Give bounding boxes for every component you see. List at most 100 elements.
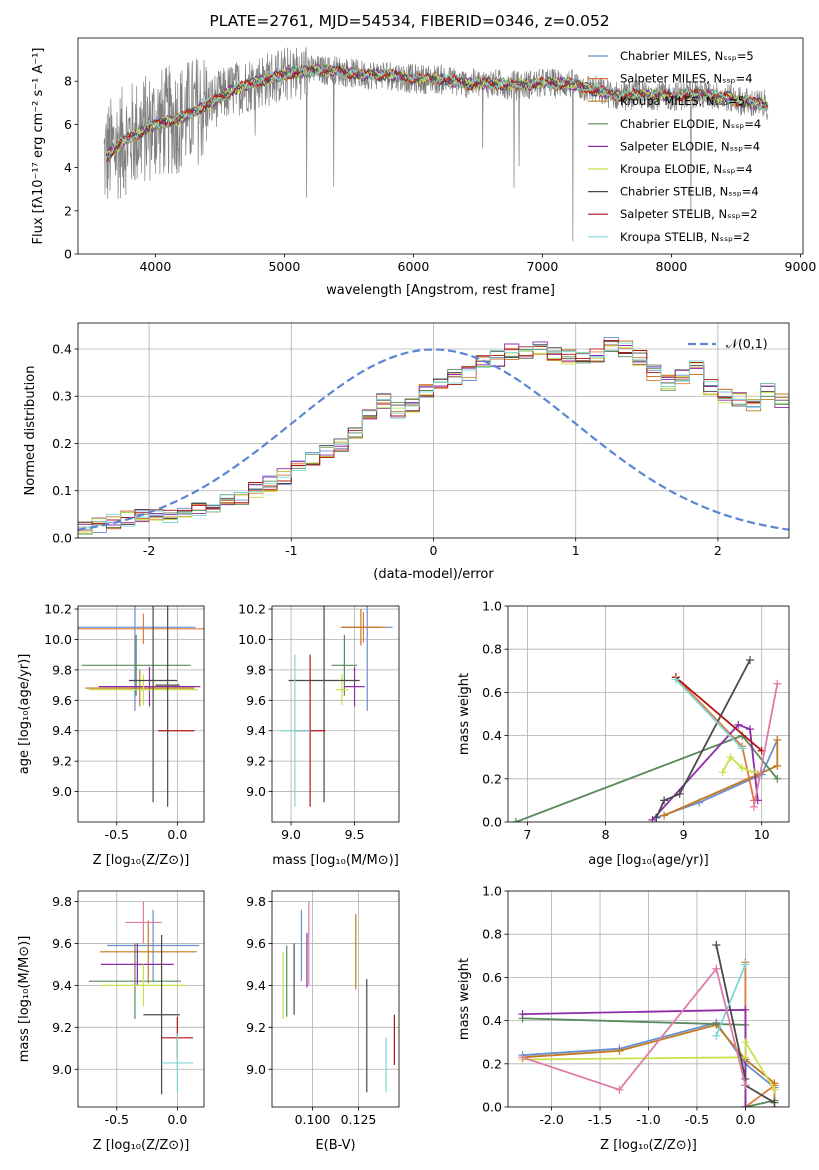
x-tick-label: 7000 — [527, 259, 559, 274]
weight_vs_age-plot-area — [508, 606, 789, 822]
weight-marker — [712, 1031, 721, 1040]
y-tick-label: 0.4 — [52, 341, 72, 356]
weight-marker — [741, 1103, 750, 1107]
y-tick-label: 9.6 — [52, 936, 72, 951]
x-tick-label: -0.5 — [685, 1112, 709, 1127]
y-tick-label: 0.6 — [482, 970, 502, 985]
mass_vs_ebv-frame — [271, 890, 400, 1108]
residuals-ylabel: Normed distribution — [23, 366, 38, 496]
weight-marker — [511, 818, 520, 822]
weight-marker — [745, 725, 754, 734]
weight-line — [522, 1039, 776, 1091]
weight-marker — [770, 1085, 779, 1094]
y-tick-label: 10.0 — [44, 632, 72, 647]
age_vs_Z-xlabel: Z [log₁₀(Z/Z⊙)] — [93, 853, 190, 868]
weight-line — [715, 964, 747, 1037]
mass_vs_Z-frame — [77, 890, 205, 1108]
histogram-chabrier-miles — [78, 336, 789, 534]
mass_vs_ebv-plot-area — [272, 891, 399, 1107]
legend-label: Kroupa ELODIE, Nₛₛₚ=4 — [620, 162, 753, 176]
weight-marker — [773, 761, 782, 770]
x-tick-label: 10 — [754, 827, 770, 842]
weight-line — [655, 659, 751, 819]
y-tick-label: 10.2 — [238, 602, 266, 617]
x-tick-label: 0.100 — [295, 1112, 331, 1127]
residuals-xlabel: (data-model)/error — [373, 567, 494, 582]
weight-line — [663, 739, 779, 817]
age_vs_mass-frame — [271, 605, 400, 823]
weight-marker — [660, 811, 669, 820]
mass_vs_ebv-xlabel: E(B-V) — [315, 1138, 355, 1153]
weight-marker — [738, 764, 747, 772]
weight-marker — [615, 1046, 624, 1055]
x-tick-label: 2 — [714, 543, 722, 558]
y-tick-label: 0.6 — [482, 685, 502, 700]
x-tick-label: 6000 — [398, 259, 430, 274]
spectrum-frame — [77, 37, 804, 255]
residuals-plot-area — [78, 323, 789, 538]
legend-label: Kroupa STELIB, Nₛₛₚ=2 — [620, 230, 750, 244]
weight-marker — [718, 768, 727, 777]
weight-marker — [518, 1053, 527, 1062]
x-tick-label: 0.0 — [167, 1112, 187, 1127]
y-tick-label: 6 — [64, 117, 72, 132]
y-tick-label: 9.6 — [246, 693, 266, 708]
weight-line — [721, 755, 755, 774]
age_vs_mass-plot-area — [272, 606, 399, 822]
weight-line — [753, 683, 779, 808]
weight_vs_age-ylabel: mass weight — [457, 673, 472, 755]
x-tick-label: 4000 — [139, 259, 171, 274]
legend-label: Salpeter STELIB, Nₛₛₚ=2 — [620, 207, 758, 221]
y-tick-label: 9.2 — [246, 1020, 266, 1035]
y-tick-label: 9.2 — [52, 1020, 72, 1035]
x-tick-label: -1.0 — [636, 1112, 660, 1127]
x-tick-label: 9000 — [785, 259, 817, 274]
legend-label: Chabrier STELIB, Nₛₛₚ=4 — [620, 185, 759, 199]
spectrum-xlabel: wavelength [Angstrom, rest frame] — [326, 283, 555, 298]
weight-marker — [773, 735, 782, 744]
y-tick-label: 9.4 — [52, 723, 72, 738]
y-tick-label: 0.8 — [482, 642, 502, 657]
mass_vs_Z-xlabel: Z [log₁₀(Z/Z⊙)] — [93, 1138, 190, 1153]
weight-marker — [518, 1010, 527, 1019]
x-tick-label: 0.0 — [167, 827, 187, 842]
y-tick-label: 9.4 — [52, 978, 72, 993]
weight_vs_Z-plot-area — [508, 891, 789, 1107]
weight_vs_Z-ylabel: mass weight — [457, 958, 472, 1040]
y-tick-label: 0.2 — [482, 771, 502, 786]
residuals-axes — [74, 322, 790, 542]
y-tick-label: 9.8 — [246, 662, 266, 677]
y-tick-label: 0.4 — [482, 1013, 502, 1028]
y-tick-label: 0.2 — [482, 1056, 502, 1071]
weight_vs_age-axes — [504, 605, 790, 826]
age_vs_Z-axes — [74, 605, 205, 826]
weight-marker — [712, 964, 721, 973]
histogram-salpeter-miles — [78, 346, 789, 530]
weight-marker — [741, 960, 750, 969]
x-tick-label: 9.0 — [281, 827, 301, 842]
y-tick-label: 0.0 — [52, 531, 72, 546]
histogram-salpeter-stelib — [78, 340, 789, 528]
mass_vs_Z-ylabel: mass [log₁₀(M/M⊙)] — [17, 936, 32, 1063]
weight-marker — [734, 720, 743, 729]
model-spectrum-kroupa-elodie — [106, 63, 769, 156]
x-tick-label: 0 — [430, 543, 438, 558]
spectrum-plot-area — [103, 47, 769, 242]
weight-line — [651, 723, 759, 821]
age_vs_mass-xlabel: mass [log₁₀(M/M⊙)] — [272, 853, 399, 868]
weight-line — [744, 962, 776, 1107]
x-tick-label: -0.5 — [105, 827, 129, 842]
legend-label: 𝒩(0,1) — [726, 336, 768, 351]
weight-marker — [773, 774, 782, 783]
age_vs_Z-plot-area — [78, 606, 204, 822]
weight-marker — [712, 941, 721, 949]
weight-line — [522, 966, 747, 1091]
mass_vs_ebv-axes — [268, 890, 400, 1111]
y-tick-label: 9.0 — [52, 1062, 72, 1077]
weight-marker — [773, 679, 782, 688]
spectrum-ylabel: Flux [fλ10⁻¹⁷ erg cm⁻² s⁻¹ A⁻¹] — [31, 48, 46, 245]
model-spectrum-salpeter-stelib — [106, 64, 769, 162]
x-tick-label: 7 — [524, 827, 532, 842]
y-tick-label: 9.8 — [52, 662, 72, 677]
